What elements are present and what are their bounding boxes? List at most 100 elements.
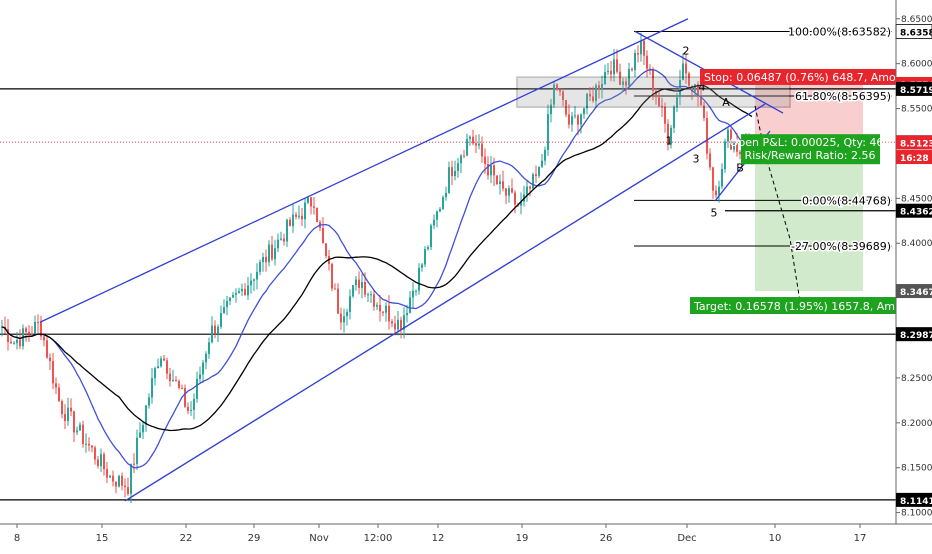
candle-body [484,156,486,163]
candle-body [415,291,417,292]
candle-body [634,53,636,70]
position-zones [755,84,863,291]
candle-body [430,225,432,247]
target-zone [755,142,863,291]
candle-body [103,454,105,469]
time-tick-label: Dec [677,533,696,544]
candle-body [349,296,351,312]
candle-body [163,359,165,361]
candle-body [409,298,411,313]
candle-body [475,143,477,145]
candle-body [421,265,423,268]
candle-body [442,197,444,209]
candle-body [118,476,120,487]
candle-body [709,153,711,167]
candle-body [544,150,546,161]
candle-body [574,115,576,116]
price-tick-label: 8.60000 [901,60,932,70]
candle-body [133,464,135,465]
candle-body [454,171,456,176]
candle-body [268,245,270,263]
wave-label: 5 [711,206,718,219]
candle-body [172,380,174,381]
fib-level-label: -27.00%(8.39689) [791,240,891,253]
time-tick-label: 22 [180,533,193,544]
candle-body [643,41,645,56]
candle-body [706,118,708,153]
risk-reward-label: Risk/Reward Ratio: 2.56 [745,149,876,162]
candle-body [526,187,528,195]
candle-body [226,301,228,307]
candle-body [505,189,507,196]
candle-body [316,208,318,222]
candle-body [88,444,90,446]
candle-body [10,342,12,343]
candle-body [373,294,375,306]
candle-body [202,363,204,375]
price-tag-label: 8.51230 [900,139,932,149]
candle-body [271,245,273,260]
candle-body [130,464,132,494]
candle-body [457,163,459,171]
candle-body [100,454,102,466]
candle-body [256,272,258,280]
candle-body [145,406,147,425]
candle-body [583,108,585,114]
candle-body [439,209,441,212]
candle-body [325,243,327,256]
candle-body [109,476,111,478]
candle-body [400,320,402,330]
candle-body [241,289,243,291]
price-tag-label: 8.34677 [900,288,932,298]
candle-body [346,312,348,316]
candle-body [244,289,246,295]
price-tag-label: 16:28 [900,154,929,164]
candle-body [529,187,531,189]
candle-body [253,279,255,280]
price-tick-label: 8.15000 [901,464,932,474]
candle-body [472,137,474,144]
candle-body [664,107,666,124]
candle-body [34,322,36,334]
candle-body [199,374,201,378]
candle-body [724,141,726,169]
candle-body [361,282,363,288]
candle-body [169,374,171,381]
candle-body [502,181,504,188]
candle-body [292,215,294,227]
candle-body [397,320,399,330]
time-tick-label: 15 [96,533,109,544]
candle-body [568,115,570,125]
wave-label: A [722,96,730,109]
price-axis[interactable]: 8.650008.600008.550008.500008.450008.400… [896,0,932,550]
candle-body [451,167,453,176]
price-tick-label: 8.65000 [901,15,932,25]
candle-body [616,59,618,71]
candle-body [673,107,675,128]
candle-body [79,425,81,431]
candle-body [31,333,33,334]
pnl-label: Open P&L: 0.00025, Qty: 462 [730,136,891,149]
candle-body [208,342,210,354]
candle-body [121,476,123,486]
candle-body [127,487,129,494]
candle-body [469,137,471,139]
candle-body [406,313,408,315]
candle-body [154,368,156,378]
candle-body [280,239,282,240]
channel-upper-line [40,19,688,322]
candle-body [181,388,183,389]
moving-average-fast [2,70,752,468]
candle-body [70,408,72,412]
candle-body [139,432,141,437]
candle-body [508,188,510,195]
candle-body [541,161,543,167]
candle-body [385,306,387,313]
time-tick-label: 8 [14,533,20,544]
candle-body [364,282,366,295]
candle-body [631,69,633,70]
candle-body [64,414,66,421]
candle-body [436,211,438,219]
candle-body [190,410,192,411]
